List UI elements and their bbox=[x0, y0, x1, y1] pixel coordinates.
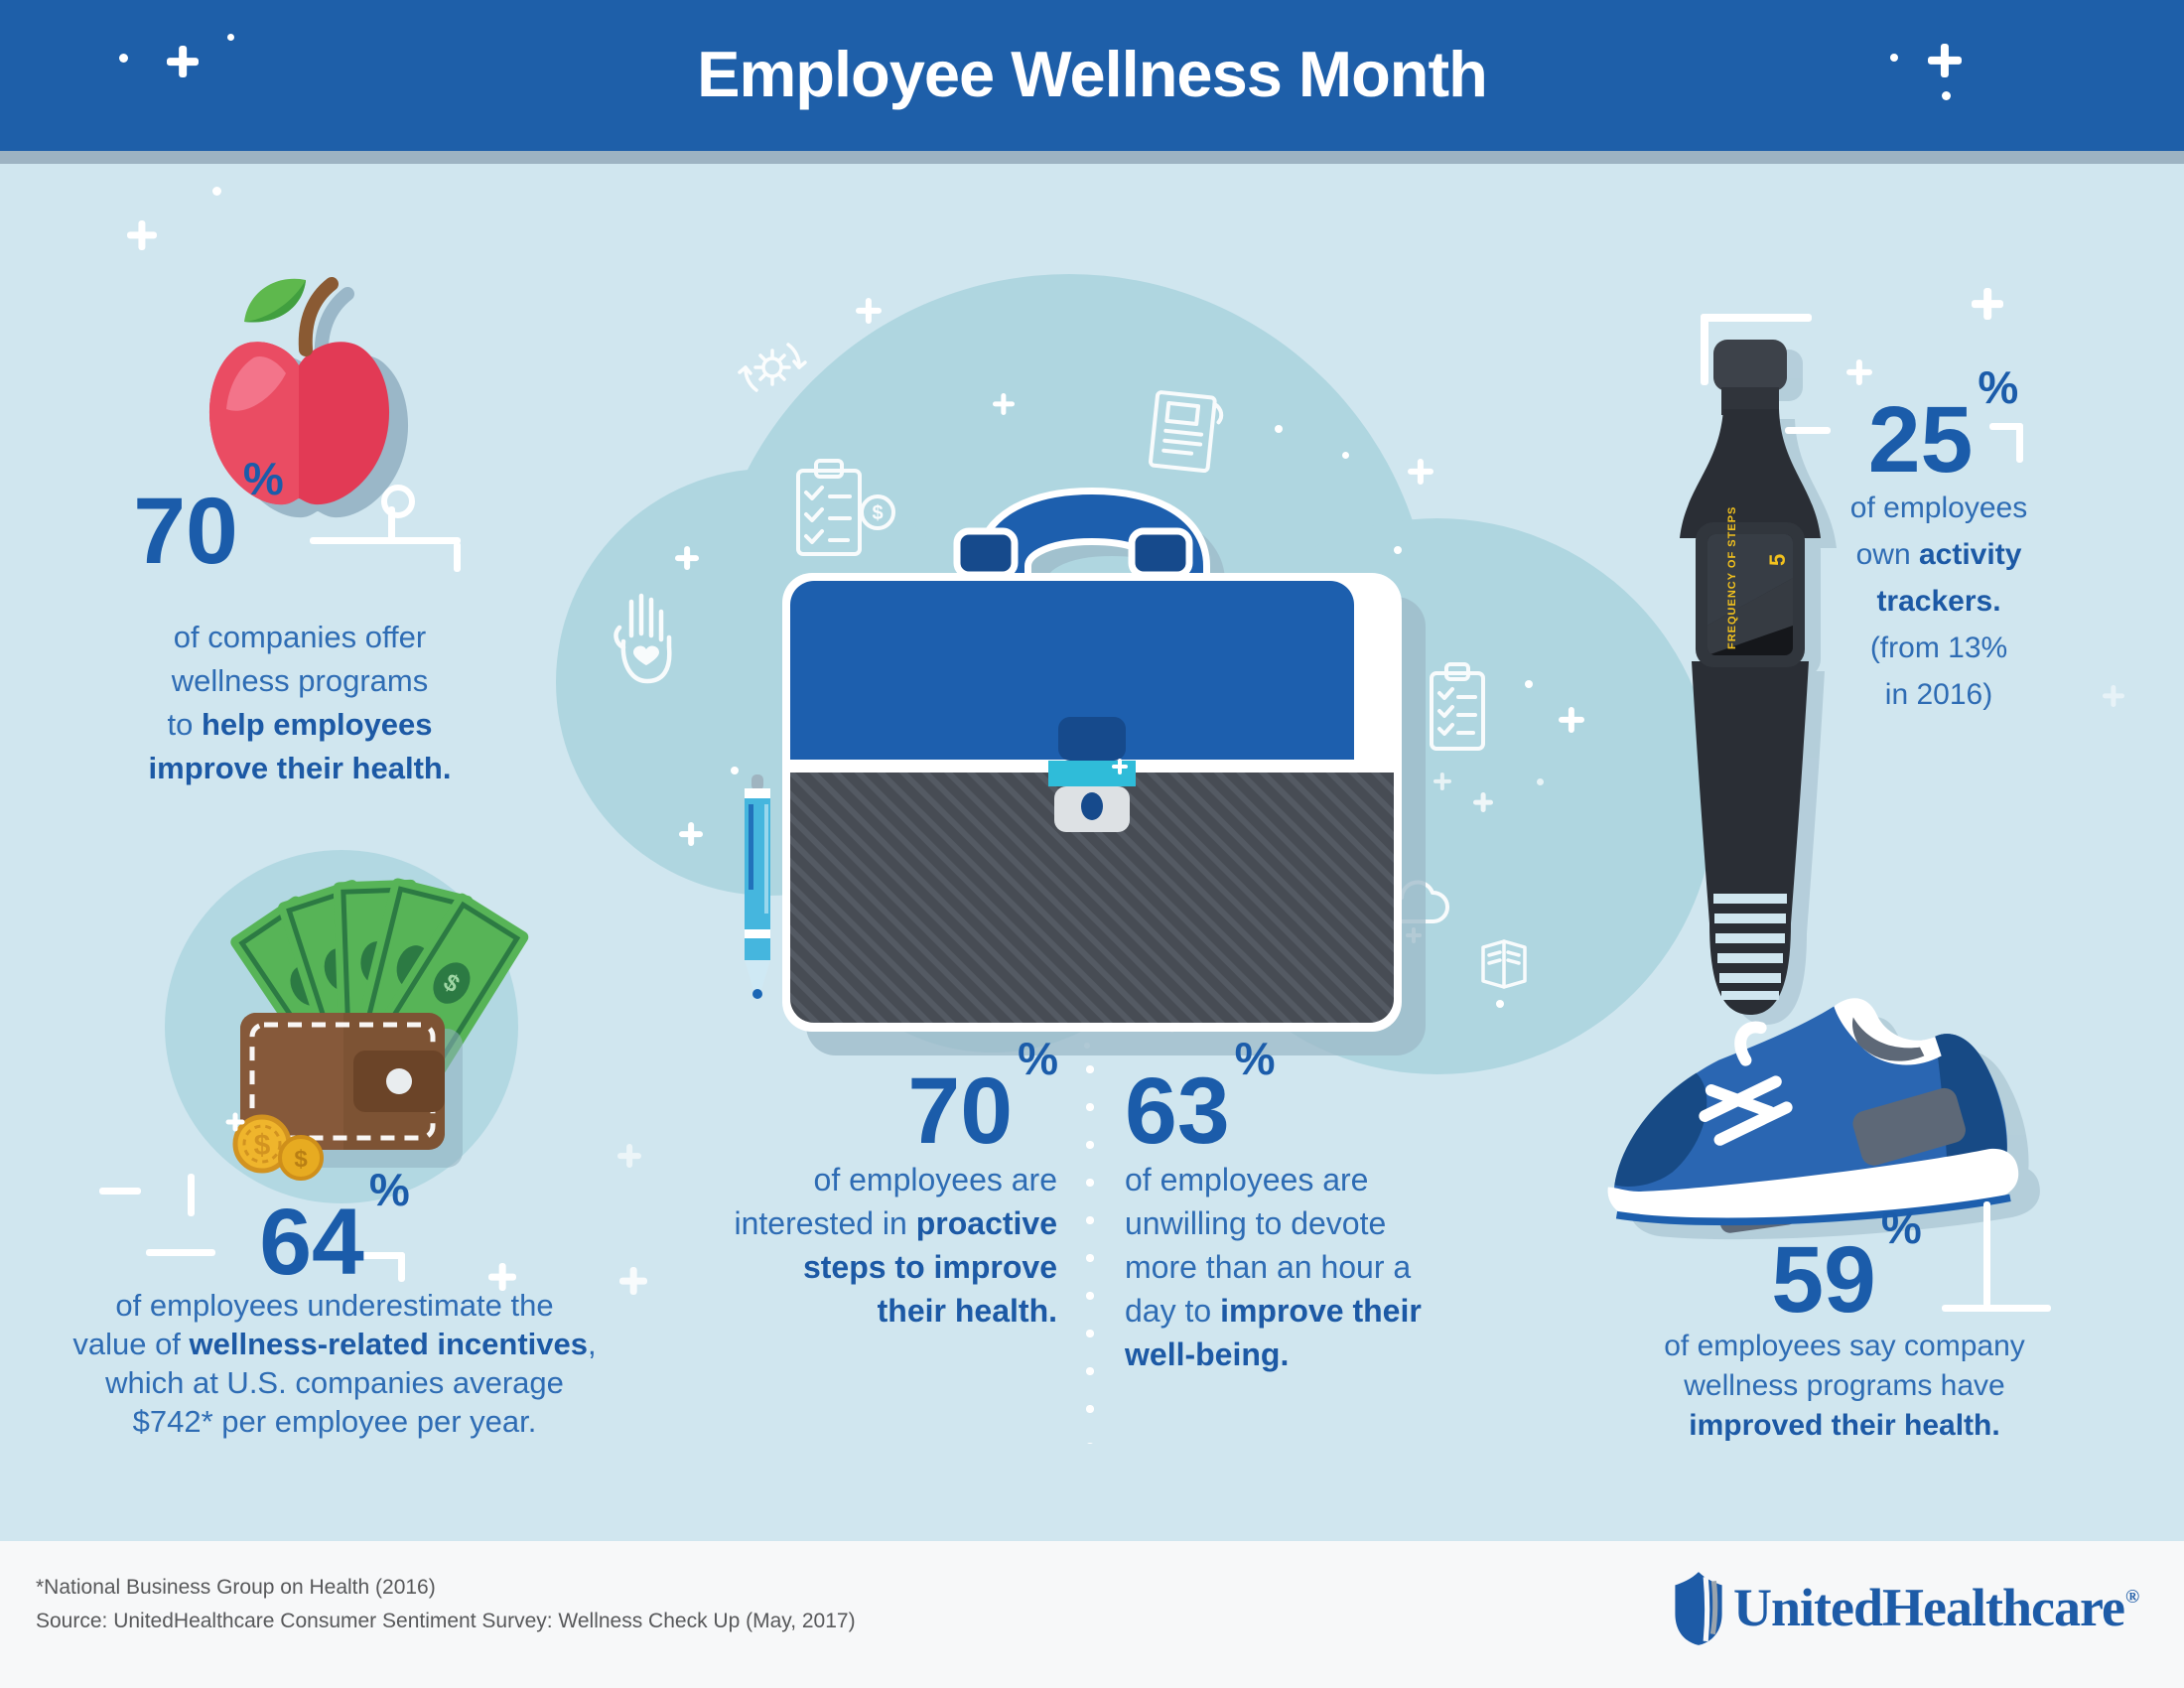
stat-companies-text: of companies offer wellness programs to he… bbox=[148, 620, 452, 785]
stat-unwilling-value: 63% bbox=[1125, 1033, 1276, 1164]
dot-decoration bbox=[1342, 452, 1349, 459]
dot-decoration bbox=[1275, 425, 1283, 433]
footnote: *National Business Group on Health (2016… bbox=[36, 1576, 436, 1599]
stat-incentives-value: 64% bbox=[259, 1164, 410, 1295]
dot-decoration bbox=[1537, 778, 1544, 785]
dot-decoration bbox=[1525, 680, 1533, 688]
tracker-screen-label: FREQUENCY OF STEPS bbox=[1726, 506, 1738, 649]
hand-heart-icon bbox=[614, 593, 672, 684]
stat-proactive-value: 70% bbox=[907, 1033, 1058, 1164]
connector-line bbox=[388, 506, 395, 542]
connector-node bbox=[381, 485, 415, 518]
plus-icon bbox=[1972, 288, 2003, 320]
source-line: Source: UnitedHealthcare Consumer Sentim… bbox=[36, 1610, 856, 1632]
svg-text:$: $ bbox=[254, 1129, 271, 1162]
title-bar: Employee Wellness Month bbox=[0, 0, 2184, 151]
plus-icon bbox=[675, 546, 699, 570]
connector-line bbox=[1701, 314, 1708, 385]
percent-sign: % bbox=[1234, 1033, 1276, 1085]
header-divider bbox=[0, 151, 2184, 164]
connector-line bbox=[1983, 1201, 1990, 1307]
plus-icon bbox=[1433, 773, 1451, 790]
plus-icon bbox=[1473, 792, 1493, 812]
percent-sign: % bbox=[368, 1164, 410, 1216]
connector-line bbox=[1785, 427, 1831, 434]
percent-sign: % bbox=[242, 453, 284, 505]
connector-line bbox=[99, 1188, 141, 1195]
percent-sign: % bbox=[1018, 1033, 1058, 1085]
gear-sync-icon bbox=[738, 343, 807, 392]
brand-name: UnitedHealthcare bbox=[1733, 1578, 2125, 1637]
tracker-screen-value: 5 bbox=[1765, 554, 1790, 566]
plus-icon bbox=[856, 298, 882, 324]
plus-icon bbox=[679, 822, 703, 846]
uhc-shield-icon bbox=[1675, 1572, 1722, 1645]
connector-line bbox=[398, 1252, 405, 1282]
connector-line bbox=[360, 1252, 405, 1259]
stat-incentives-text: of employees underestimate the value of w… bbox=[72, 1288, 597, 1439]
connector-line bbox=[310, 537, 461, 544]
plus-icon bbox=[1559, 707, 1584, 733]
wallet-icon: $ $ $ bbox=[165, 850, 529, 1203]
percent-sign: % bbox=[1880, 1201, 1922, 1254]
connector-line bbox=[188, 1174, 195, 1216]
footer-bar: *National Business Group on Health (2016… bbox=[0, 1541, 2184, 1688]
connector-line bbox=[146, 1249, 215, 1256]
plus-icon bbox=[127, 220, 157, 250]
apple-icon bbox=[208, 277, 409, 518]
stat-proactive-text: of employees are interested in proactive s… bbox=[734, 1162, 1058, 1329]
plus-icon bbox=[1928, 44, 1962, 77]
dot-decoration bbox=[212, 187, 221, 196]
stat-trackers-value: 25% bbox=[1867, 361, 2019, 492]
connector-line bbox=[2016, 423, 2023, 463]
connector-line bbox=[454, 542, 461, 572]
briefcase-icon bbox=[782, 487, 1426, 1055]
svg-text:$: $ bbox=[872, 502, 883, 524]
connector-line bbox=[1942, 1305, 2051, 1312]
stat-companies-value: 70% bbox=[133, 453, 284, 584]
plus-icon bbox=[167, 46, 199, 77]
dot-decoration bbox=[1394, 546, 1402, 554]
dot-decoration bbox=[731, 767, 739, 774]
checklist-icon bbox=[1430, 662, 1485, 751]
dot-decoration bbox=[1890, 54, 1898, 62]
percent-sign: % bbox=[1978, 361, 2019, 414]
sneaker-icon bbox=[1607, 998, 2040, 1240]
dotted-divider bbox=[1086, 1051, 1094, 1444]
dot-decoration bbox=[1942, 91, 1951, 100]
connector-line bbox=[1701, 314, 1812, 322]
plus-icon bbox=[2103, 685, 2124, 707]
plus-icon bbox=[993, 393, 1015, 415]
registered-mark: ® bbox=[2124, 1587, 2139, 1608]
stat-improved-value: 59% bbox=[1771, 1201, 1922, 1333]
stat-unwilling-text: of employees are unwilling to devote more … bbox=[1125, 1162, 1422, 1372]
clipboard-dollar-icon: $ bbox=[796, 459, 895, 556]
brand-logo: UnitedHealthcare® bbox=[1733, 1577, 2139, 1638]
page-title: Employee Wellness Month bbox=[697, 38, 1488, 110]
connector-line bbox=[1989, 423, 2023, 430]
svg-text:$: $ bbox=[294, 1146, 308, 1173]
book-icon bbox=[1481, 939, 1527, 989]
pen-icon bbox=[745, 774, 770, 999]
dot-decoration bbox=[119, 54, 128, 63]
dot-decoration bbox=[1496, 1000, 1504, 1008]
receipt-icon bbox=[1149, 390, 1224, 474]
stat-improved-text: of employees say company wellness program… bbox=[1664, 1330, 2025, 1442]
activity-tracker-icon: FREQUENCY OF STEPS 5 bbox=[1680, 340, 1837, 1025]
stat-trackers-text: of employees own activity trackers. (from 1… bbox=[1849, 492, 2028, 711]
dot-decoration bbox=[227, 34, 234, 41]
